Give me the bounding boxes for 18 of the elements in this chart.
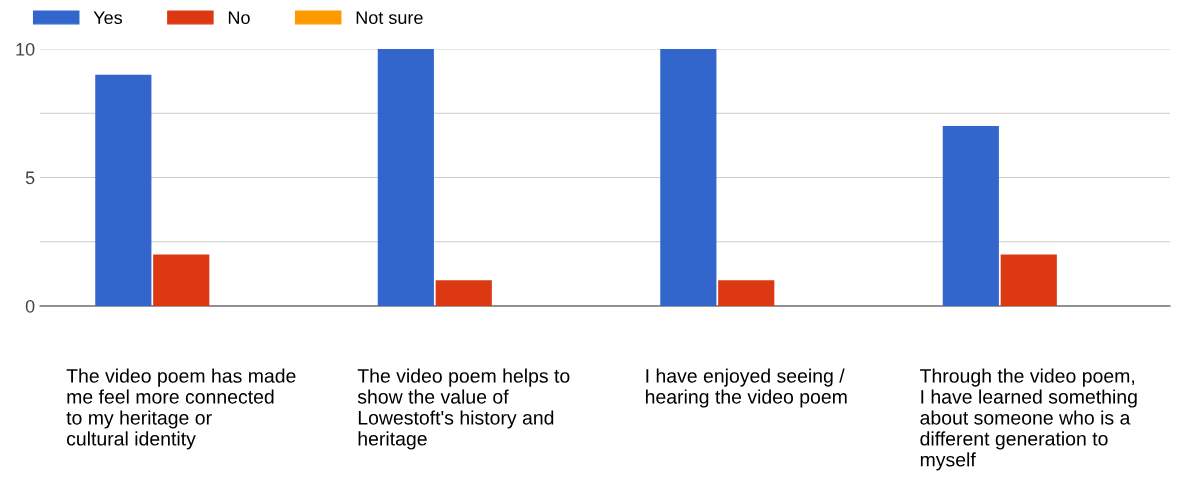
bar (435, 280, 492, 306)
x-tick-label: I have enjoyed seeing / hearing the video poem (645, 368, 847, 408)
x-tick-label: Through the video poem, I have learned something about someone who is a different generation to myself (920, 368, 1137, 471)
bar (660, 49, 717, 306)
legend-label: Yes (93, 11, 123, 25)
bar (1000, 254, 1057, 306)
bar (718, 280, 775, 306)
bar (153, 254, 210, 306)
bar (942, 126, 999, 306)
y-tick-label: 5 (25, 171, 35, 185)
y-tick-label: 0 (25, 299, 35, 313)
y-tick-label: 10 (16, 42, 35, 56)
bar (377, 49, 434, 306)
legend-label: No (228, 11, 250, 25)
x-tick-label: The video poem helps to show the value of Lowestoft's history and heritage (357, 368, 570, 450)
legend-label: Not sure (356, 11, 423, 25)
x-tick-label: The video poem has made me feel more connected to my heritage or cultural identity (66, 368, 296, 450)
bar (95, 74, 152, 306)
